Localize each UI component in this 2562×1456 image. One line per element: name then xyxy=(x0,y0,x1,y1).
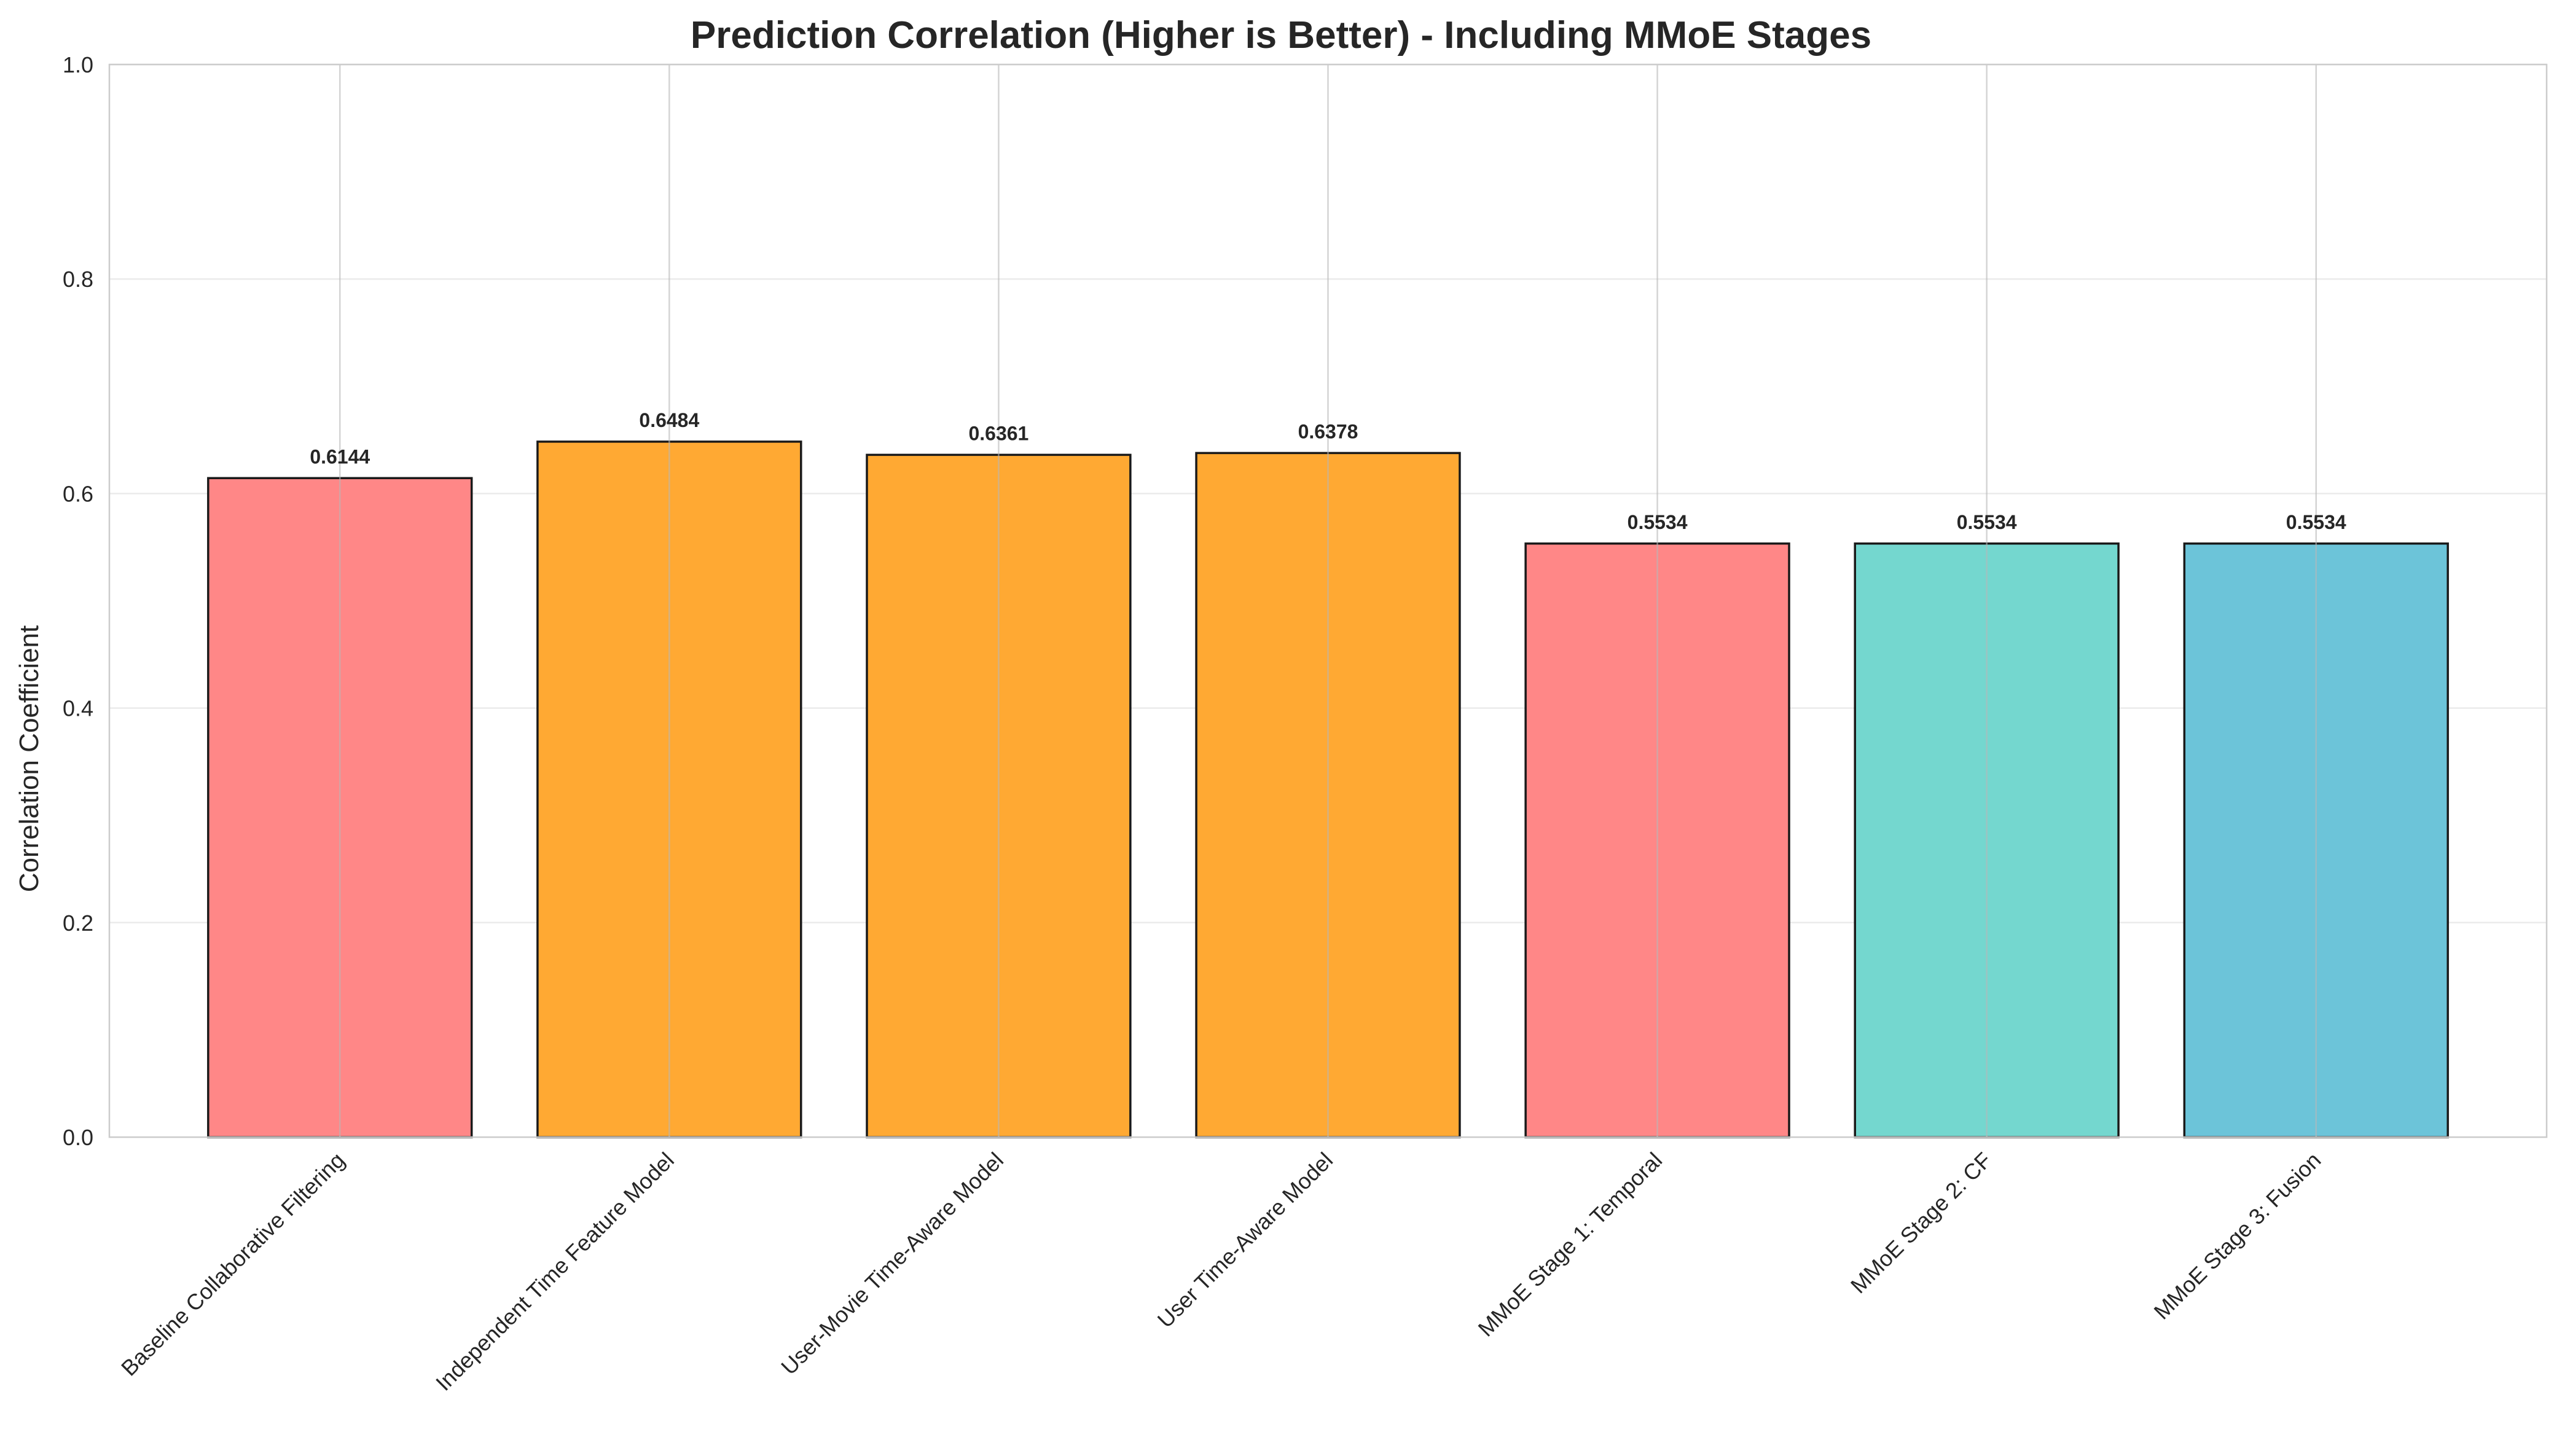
y-tick-label: 0.0 xyxy=(63,1125,93,1150)
bar-value-label: 0.5534 xyxy=(2286,511,2346,533)
bar-value-label: 0.6361 xyxy=(968,422,1028,444)
y-axis-label: Correlation Coefficient xyxy=(14,625,44,893)
value-labels: 0.6144 0.6484 0.6361 0.6378 0.5534 0.5534 0.55… xyxy=(310,409,2346,533)
y-tick-label: 0.6 xyxy=(63,481,93,506)
vertical-grid-lines xyxy=(339,65,2317,1137)
bar-value-label: 0.5534 xyxy=(1628,511,1688,533)
y-tick-label: 0.8 xyxy=(63,267,93,292)
y-axis-ticks: 0.0 0.2 0.4 0.6 0.8 1.0 xyxy=(63,52,93,1150)
bar-value-label: 0.5534 xyxy=(1957,511,2017,533)
chart-title: Prediction Correlation (Higher is Better… xyxy=(691,14,1871,57)
plot-area-frame xyxy=(108,63,2548,1138)
bar-value-label: 0.6378 xyxy=(1298,420,1358,442)
y-tick-label: 0.2 xyxy=(63,910,93,936)
y-tick-label: 1.0 xyxy=(63,52,93,77)
bar-value-label: 0.6144 xyxy=(310,445,370,468)
bar-value-label: 0.6484 xyxy=(639,409,699,431)
y-tick-label: 0.4 xyxy=(63,696,93,721)
